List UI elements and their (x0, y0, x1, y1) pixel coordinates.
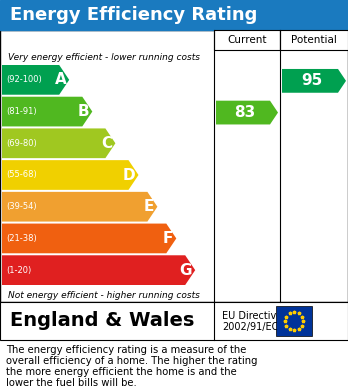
Text: Current: Current (227, 35, 267, 45)
Bar (276, 306, 312, 336)
Polygon shape (2, 65, 69, 95)
Text: (39-54): (39-54) (6, 202, 37, 211)
Polygon shape (2, 224, 176, 253)
Text: Very energy efficient - lower running costs: Very energy efficient - lower running co… (8, 54, 200, 63)
Text: Potential: Potential (291, 35, 337, 45)
Text: Not energy efficient - higher running costs: Not energy efficient - higher running co… (8, 291, 200, 300)
Text: England & Wales: England & Wales (10, 312, 195, 330)
Text: F: F (163, 231, 173, 246)
Text: (69-80): (69-80) (6, 139, 37, 148)
Text: G: G (180, 263, 192, 278)
Text: C: C (101, 136, 112, 151)
Text: D: D (123, 167, 135, 183)
Text: 95: 95 (301, 74, 323, 88)
Text: EU Directive: EU Directive (222, 311, 282, 321)
Text: Energy Efficiency Rating: Energy Efficiency Rating (10, 6, 258, 24)
Polygon shape (2, 128, 116, 158)
Polygon shape (2, 255, 195, 285)
Polygon shape (2, 160, 139, 190)
Bar (0, 30, 348, 302)
Text: 2002/91/EC: 2002/91/EC (222, 322, 278, 332)
Polygon shape (282, 69, 346, 93)
Polygon shape (216, 100, 278, 124)
Text: the more energy efficient the home is and the: the more energy efficient the home is an… (6, 367, 237, 377)
Bar (0, 302, 348, 340)
Text: (21-38): (21-38) (6, 234, 37, 243)
Text: lower the fuel bills will be.: lower the fuel bills will be. (6, 378, 137, 388)
Bar (0, 0, 348, 30)
Text: (81-91): (81-91) (6, 107, 37, 116)
Polygon shape (2, 192, 157, 222)
Text: The energy efficiency rating is a measure of the: The energy efficiency rating is a measur… (6, 345, 246, 355)
Text: 83: 83 (234, 105, 256, 120)
Bar (280, 30, 348, 50)
Text: B: B (78, 104, 89, 119)
Text: A: A (54, 72, 66, 87)
Text: (92-100): (92-100) (6, 75, 42, 84)
Bar (214, 30, 280, 50)
Text: E: E (144, 199, 155, 214)
Text: (1-20): (1-20) (6, 265, 31, 274)
Text: overall efficiency of a home. The higher the rating: overall efficiency of a home. The higher… (6, 356, 258, 366)
Text: (55-68): (55-68) (6, 170, 37, 179)
Polygon shape (2, 97, 92, 126)
